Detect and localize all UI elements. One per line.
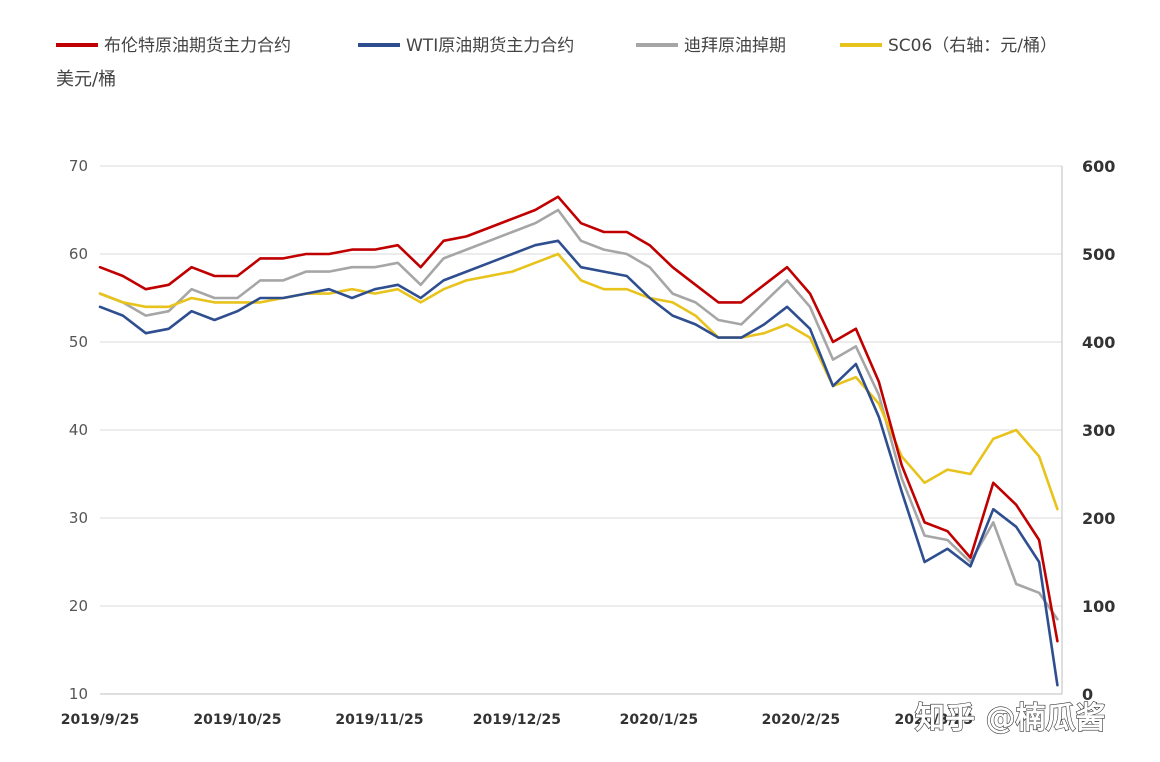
x-tick-label: 2020/1/25 <box>620 712 698 728</box>
left-axis-unit: 美元/桶 <box>56 69 116 90</box>
legend-item: 迪拜原油掉期 <box>636 36 786 56</box>
left-tick-label: 20 <box>69 597 88 615</box>
right-tick-label: 300 <box>1082 421 1115 440</box>
chart-legend: 布伦特原油期货主力合约 WTI原油期货主力合约 迪拜原油掉期 SC06（右轴：元/桶） <box>56 36 1057 56</box>
watermark: 知乎 @楠瓜酱 <box>915 701 1105 736</box>
right-tick-label: 400 <box>1082 333 1115 352</box>
x-axis-ticks: 2019/9/25 2019/10/25 2019/11/25 2019/12/25 2… <box>61 712 973 728</box>
left-tick-label: 70 <box>69 157 88 175</box>
series-lines <box>98 195 1059 687</box>
x-tick-label: 2019/9/25 <box>61 712 139 728</box>
left-tick-label: 30 <box>69 509 88 527</box>
legend-item: WTI原油期货主力合约 <box>358 36 574 56</box>
series-line-1 <box>98 239 1059 687</box>
x-tick-label: 2019/10/25 <box>193 712 281 728</box>
series-line-3 <box>98 252 1059 511</box>
x-tick-label: 2020/2/25 <box>762 712 840 728</box>
legend-item: 布伦特原油期货主力合约 <box>56 36 291 56</box>
x-tick-label: 2019/12/25 <box>473 712 561 728</box>
left-tick-label: 60 <box>69 245 88 263</box>
left-tick-label: 10 <box>69 685 88 703</box>
right-tick-label: 0 <box>1082 685 1093 704</box>
left-tick-label: 40 <box>69 421 88 439</box>
x-tick-label: 2020/3/25 <box>895 712 973 728</box>
left-tick-label: 50 <box>69 333 88 351</box>
right-axis-ticks: 0 100 200 300 400 500 600 <box>1082 157 1115 704</box>
left-axis-ticks: 10 20 30 40 50 60 70 <box>69 157 88 703</box>
grid-lines <box>100 165 1063 695</box>
legend-label: 迪拜原油掉期 <box>684 36 786 56</box>
right-tick-label: 600 <box>1082 157 1115 176</box>
legend-item: SC06（右轴：元/桶） <box>840 36 1057 56</box>
legend-label: 布伦特原油期货主力合约 <box>104 36 291 56</box>
series-line-2 <box>98 208 1059 621</box>
right-tick-label: 200 <box>1082 509 1115 528</box>
series-line-0 <box>98 195 1059 643</box>
right-tick-label: 500 <box>1082 245 1115 264</box>
x-tick-label: 2019/11/25 <box>335 712 423 728</box>
legend-label: WTI原油期货主力合约 <box>406 36 574 56</box>
legend-label: SC06（右轴：元/桶） <box>888 36 1057 56</box>
right-tick-label: 100 <box>1082 597 1115 616</box>
